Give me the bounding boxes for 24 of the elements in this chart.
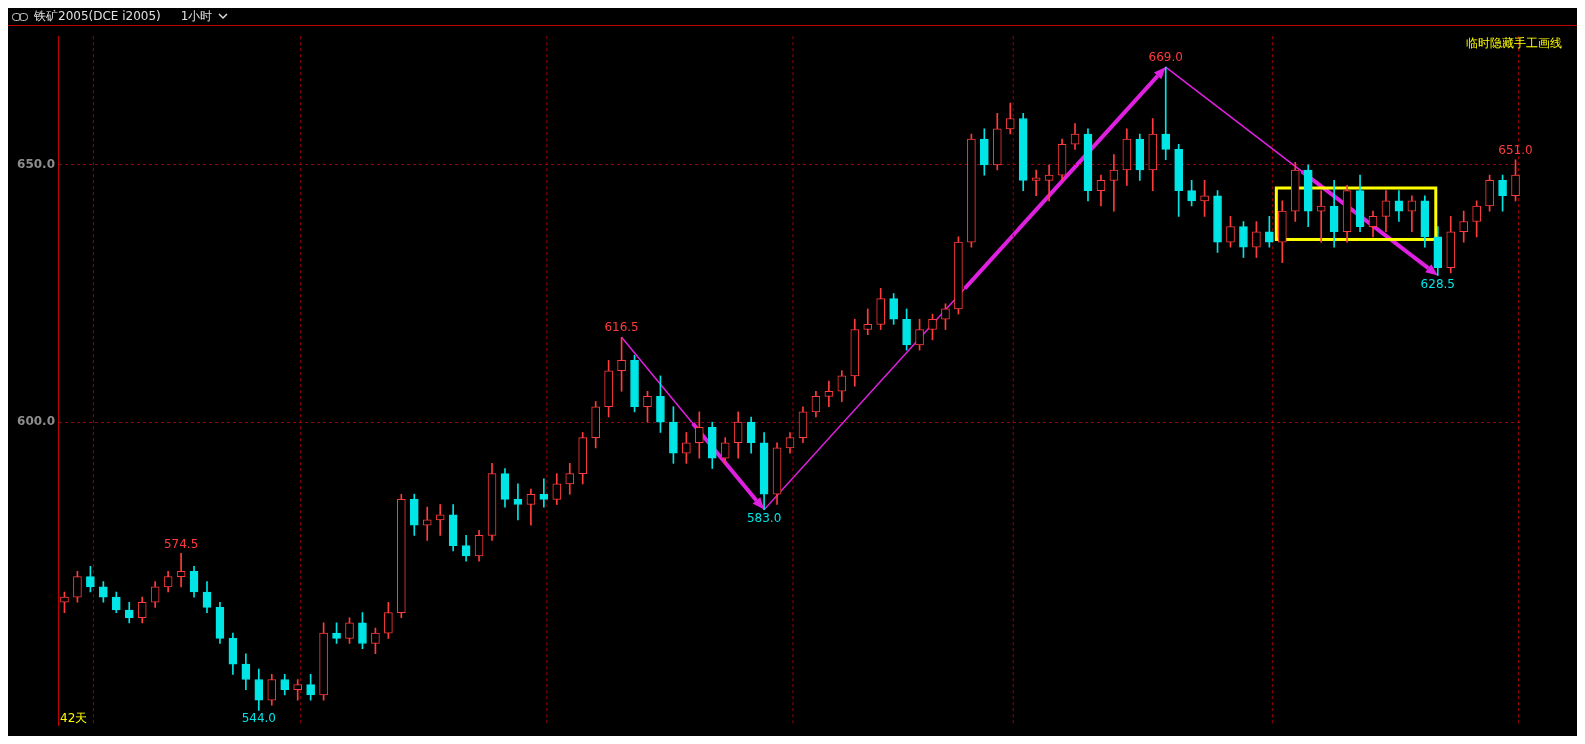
annotation: 651.0 [1498, 142, 1533, 157]
candlestick [176, 553, 186, 588]
annotation: 574.5 [163, 536, 199, 551]
annotation: 583.0 [746, 510, 782, 525]
candlestick [1031, 169, 1041, 197]
annotation: 42天 [60, 710, 88, 725]
candlestick [1109, 154, 1119, 212]
annotation: 544.0 [241, 711, 276, 726]
candlestick [863, 308, 873, 336]
annotation: 628.5 [1420, 276, 1455, 291]
annotation: 临时隐藏手工画线 [1466, 36, 1562, 51]
candlestick [1044, 164, 1054, 202]
candlestick [824, 380, 834, 408]
chart-title: 铁矿2005(DCE i2005) [34, 8, 161, 25]
candlestick [435, 504, 445, 536]
chart-subtitle: 1小时 [180, 8, 213, 25]
y-tick-label: 600.0 [17, 414, 55, 429]
candlestick [513, 483, 523, 521]
candlestick [1316, 190, 1326, 243]
candlestick [1161, 66, 1171, 161]
annotation: 616.5 [604, 320, 639, 335]
annotation: 669.0 [1148, 50, 1183, 65]
candlestick [539, 478, 549, 508]
y-tick-label: 650.0 [17, 156, 55, 171]
